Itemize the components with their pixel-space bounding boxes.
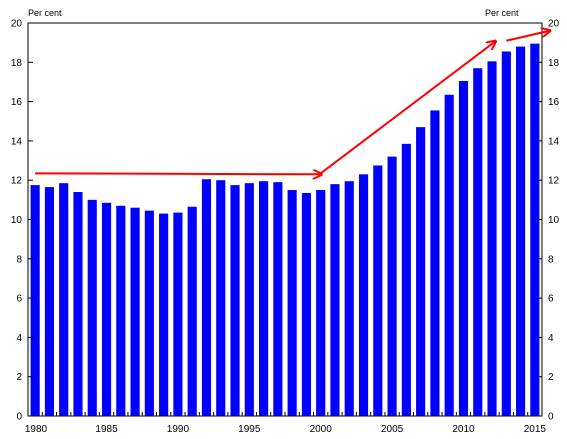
y-tick-label-right-16: 16 bbox=[548, 97, 560, 108]
bar-2003 bbox=[358, 174, 369, 416]
y-tick-label-right-10: 10 bbox=[548, 215, 560, 226]
bar-1991 bbox=[187, 206, 197, 416]
bar-2009 bbox=[444, 94, 454, 416]
bar-1992 bbox=[201, 179, 212, 416]
annotations-group bbox=[35, 31, 549, 174]
x-tick-label-2015: 2015 bbox=[524, 424, 547, 435]
bar-2005 bbox=[387, 156, 397, 416]
trend-arrow-2 bbox=[320, 42, 495, 175]
y-tick-label-left-6: 6 bbox=[16, 294, 22, 305]
bar-2014 bbox=[516, 46, 526, 416]
bar-2007 bbox=[416, 127, 426, 416]
bar-1997 bbox=[273, 182, 283, 416]
bar-1994 bbox=[230, 185, 240, 416]
bar-1984 bbox=[87, 199, 97, 416]
bar-1988 bbox=[144, 210, 154, 416]
x-tick-label-1985: 1985 bbox=[95, 424, 118, 435]
bar-1989 bbox=[159, 213, 169, 416]
x-tick-label-1995: 1995 bbox=[238, 424, 261, 435]
bar-1980 bbox=[30, 185, 40, 416]
bar-1999 bbox=[301, 192, 311, 416]
bar-1998 bbox=[287, 190, 297, 416]
y-tick-label-left-10: 10 bbox=[11, 215, 23, 226]
y-axis-unit-label-right: Per cent bbox=[485, 8, 519, 18]
bar-1987 bbox=[130, 207, 140, 416]
bar-2015 bbox=[530, 43, 540, 416]
y-tick-label-left-18: 18 bbox=[11, 58, 23, 69]
bar-1982 bbox=[59, 183, 69, 416]
bar-2013 bbox=[501, 51, 511, 417]
x-tick-label-1980: 1980 bbox=[25, 424, 48, 435]
bar-1990 bbox=[173, 212, 183, 416]
bar-1981 bbox=[44, 187, 54, 416]
y-tick-label-right-4: 4 bbox=[548, 333, 554, 344]
bar-1983 bbox=[73, 191, 83, 416]
bar-1993 bbox=[216, 180, 226, 416]
bar-2002 bbox=[344, 181, 354, 416]
y-tick-label-left-14: 14 bbox=[11, 136, 23, 147]
y-tick-label-right-18: 18 bbox=[548, 58, 560, 69]
bar-2006 bbox=[401, 143, 411, 416]
y-tick-label-right-2: 2 bbox=[548, 372, 554, 383]
bar-1985 bbox=[101, 202, 112, 416]
x-tick-label-2000: 2000 bbox=[310, 424, 333, 435]
bar-1986 bbox=[116, 205, 126, 416]
y-axis-unit-label-left: Per cent bbox=[28, 8, 62, 18]
y-tick-label-right-8: 8 bbox=[548, 254, 554, 265]
bar-2000 bbox=[316, 190, 326, 416]
axes-group: 0 0 2 2 4 4 6 6 8 8 10 10 12 12 14 14 16 16 18 18 20 20 1980 19… bbox=[11, 19, 560, 436]
y-tick-label-left-2: 2 bbox=[16, 372, 22, 383]
x-tick-label-2005: 2005 bbox=[381, 424, 404, 435]
bar-2001 bbox=[330, 184, 340, 416]
trend-arrow-1 bbox=[35, 173, 321, 174]
bar-2012 bbox=[487, 61, 497, 416]
y-tick-label-left-16: 16 bbox=[11, 97, 23, 108]
y-tick-label-left-20: 20 bbox=[11, 19, 23, 30]
trend-arrow-3 bbox=[506, 31, 549, 42]
bar-2011 bbox=[473, 68, 483, 416]
y-tick-label-left-8: 8 bbox=[16, 254, 22, 265]
bar-1995 bbox=[244, 183, 254, 416]
y-tick-label-left-0: 0 bbox=[16, 412, 22, 423]
y-tick-label-right-20: 20 bbox=[548, 19, 560, 30]
bars-group bbox=[30, 43, 540, 417]
y-tick-label-left-12: 12 bbox=[11, 176, 23, 187]
bar-2010 bbox=[458, 80, 469, 416]
y-tick-label-right-12: 12 bbox=[548, 176, 560, 187]
y-tick-label-left-4: 4 bbox=[16, 333, 22, 344]
bar-1996 bbox=[259, 181, 269, 416]
y-tick-label-right-14: 14 bbox=[548, 136, 560, 147]
x-tick-label-2010: 2010 bbox=[452, 424, 475, 435]
bar-2004 bbox=[373, 165, 383, 416]
y-tick-label-right-6: 6 bbox=[548, 294, 554, 305]
x-tick-label-1990: 1990 bbox=[167, 424, 190, 435]
y-tick-label-right-0: 0 bbox=[548, 412, 554, 423]
bar-2008 bbox=[430, 110, 440, 416]
